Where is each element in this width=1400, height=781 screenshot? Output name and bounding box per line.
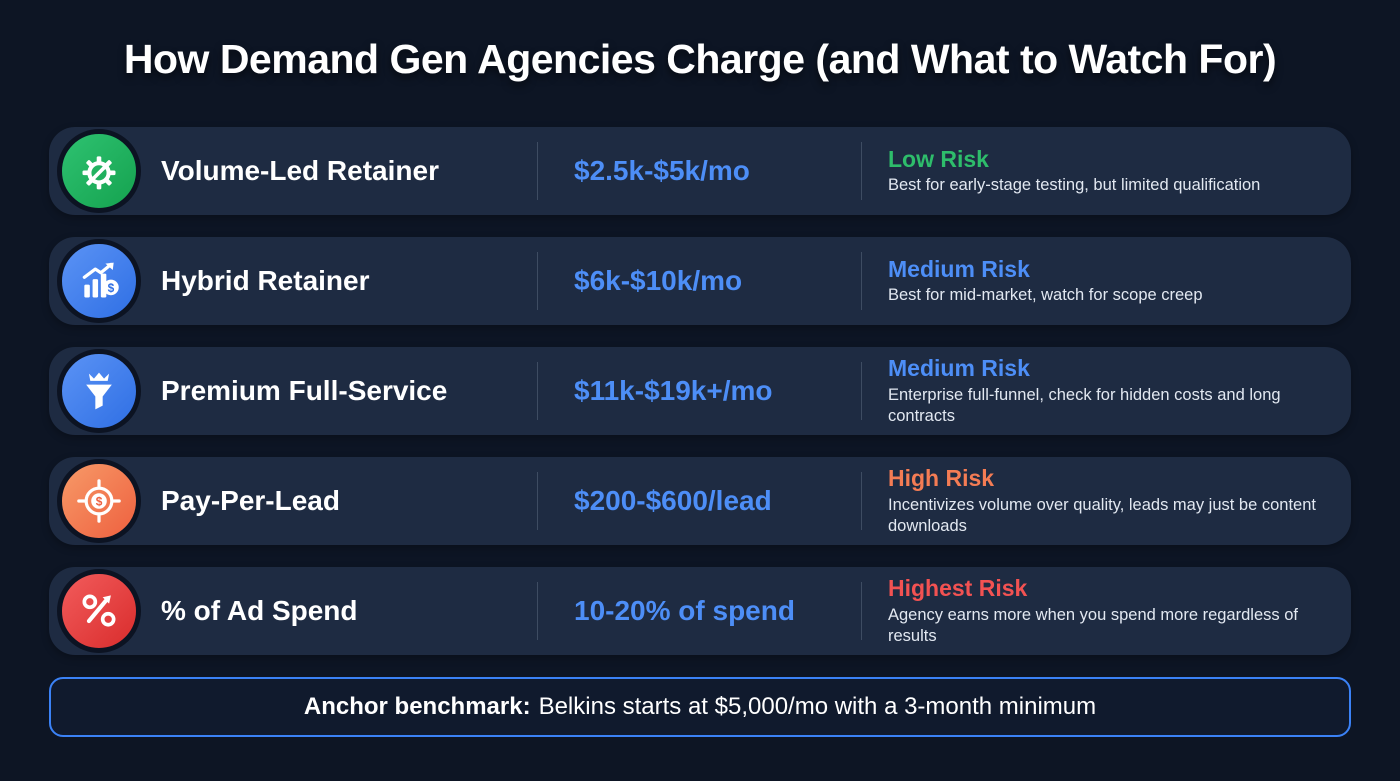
- price-range: $2.5k-$5k/mo: [574, 155, 750, 186]
- column-divider: [537, 252, 538, 310]
- pricing-model-name: % of Ad Spend: [161, 595, 358, 626]
- pricing-model-name: Pay-Per-Lead: [161, 485, 340, 516]
- column-divider: [861, 472, 862, 530]
- price-range: 10-20% of spend: [574, 595, 795, 626]
- risk-description: Agency earns more when you spend more re…: [888, 605, 1298, 645]
- risk-column: Highest Risk Agency earns more when you …: [862, 575, 1351, 647]
- risk-column: Medium Risk Enterprise full-funnel, chec…: [862, 355, 1351, 427]
- price-range: $200-$600/lead: [574, 485, 772, 516]
- anchor-benchmark-box: Anchor benchmark: Belkins starts at $5,0…: [49, 677, 1351, 737]
- risk-description: Incentivizes volume over quality, leads …: [888, 495, 1316, 535]
- risk-badge: Low Risk: [888, 145, 989, 172]
- price-range: $11k-$19k+/mo: [574, 375, 773, 406]
- benchmark-label: Anchor benchmark:: [303, 693, 531, 720]
- bar-chart-dollar-icon: $: [57, 239, 141, 323]
- pricing-model-name: Volume-Led Retainer: [161, 155, 439, 186]
- column-divider: [537, 362, 538, 420]
- risk-column: Medium Risk Best for mid-market, watch f…: [862, 256, 1351, 307]
- percent-icon: [57, 569, 141, 653]
- risk-column: Low Risk Best for early-stage testing, b…: [862, 146, 1351, 197]
- table-row-premium-full-service: Premium Full-Service $11k-$19k+/mo Mediu…: [49, 347, 1351, 435]
- column-divider: [537, 472, 538, 530]
- risk-description: Best for mid-market, watch for scope cre…: [888, 286, 1203, 305]
- table-row-percent-of-ad-spend: % of Ad Spend 10-20% of spend Highest Ri…: [49, 567, 1351, 655]
- column-divider: [861, 142, 862, 200]
- column-divider: [861, 582, 862, 640]
- infographic: How Demand Gen Agencies Charge (and What…: [49, 0, 1351, 737]
- svg-text:$: $: [96, 495, 103, 509]
- benchmark-text: Belkins starts at $5,000/mo with a 3-mon…: [538, 693, 1097, 720]
- risk-description: Best for early-stage testing, but limite…: [888, 176, 1261, 195]
- pricing-model-name: Hybrid Retainer: [161, 265, 370, 296]
- price-range: $6k-$10k/mo: [574, 265, 743, 296]
- table-row-volume-led-retainer: Volume-Led Retainer $2.5k-$5k/mo Low Ris…: [49, 127, 1351, 215]
- page-title: How Demand Gen Agencies Charge (and What…: [123, 36, 1277, 82]
- funnel-crown-icon: [57, 349, 141, 433]
- column-divider: [861, 252, 862, 310]
- table-row-hybrid-retainer: $ Hybrid Retainer $6k-$10k/mo Medium Ris…: [49, 237, 1351, 325]
- column-divider: [861, 362, 862, 420]
- risk-column: High Risk Incentivizes volume over quali…: [862, 465, 1351, 537]
- column-divider: [537, 142, 538, 200]
- risk-badge: Highest Risk: [888, 575, 1028, 602]
- pricing-model-name: Premium Full-Service: [161, 375, 448, 406]
- risk-description: Enterprise full-funnel, check for hidden…: [888, 385, 1281, 425]
- risk-badge: Medium Risk: [888, 255, 1030, 282]
- risk-badge: Medium Risk: [888, 355, 1030, 382]
- target-dollar-icon: $: [57, 459, 141, 543]
- gear-growth-icon: [57, 129, 141, 213]
- table-row-pay-per-lead: $ Pay-Per-Lead $200-$600/lead High Risk …: [49, 457, 1351, 545]
- svg-text:$: $: [108, 281, 115, 295]
- column-divider: [537, 582, 538, 640]
- risk-badge: High Risk: [888, 465, 995, 492]
